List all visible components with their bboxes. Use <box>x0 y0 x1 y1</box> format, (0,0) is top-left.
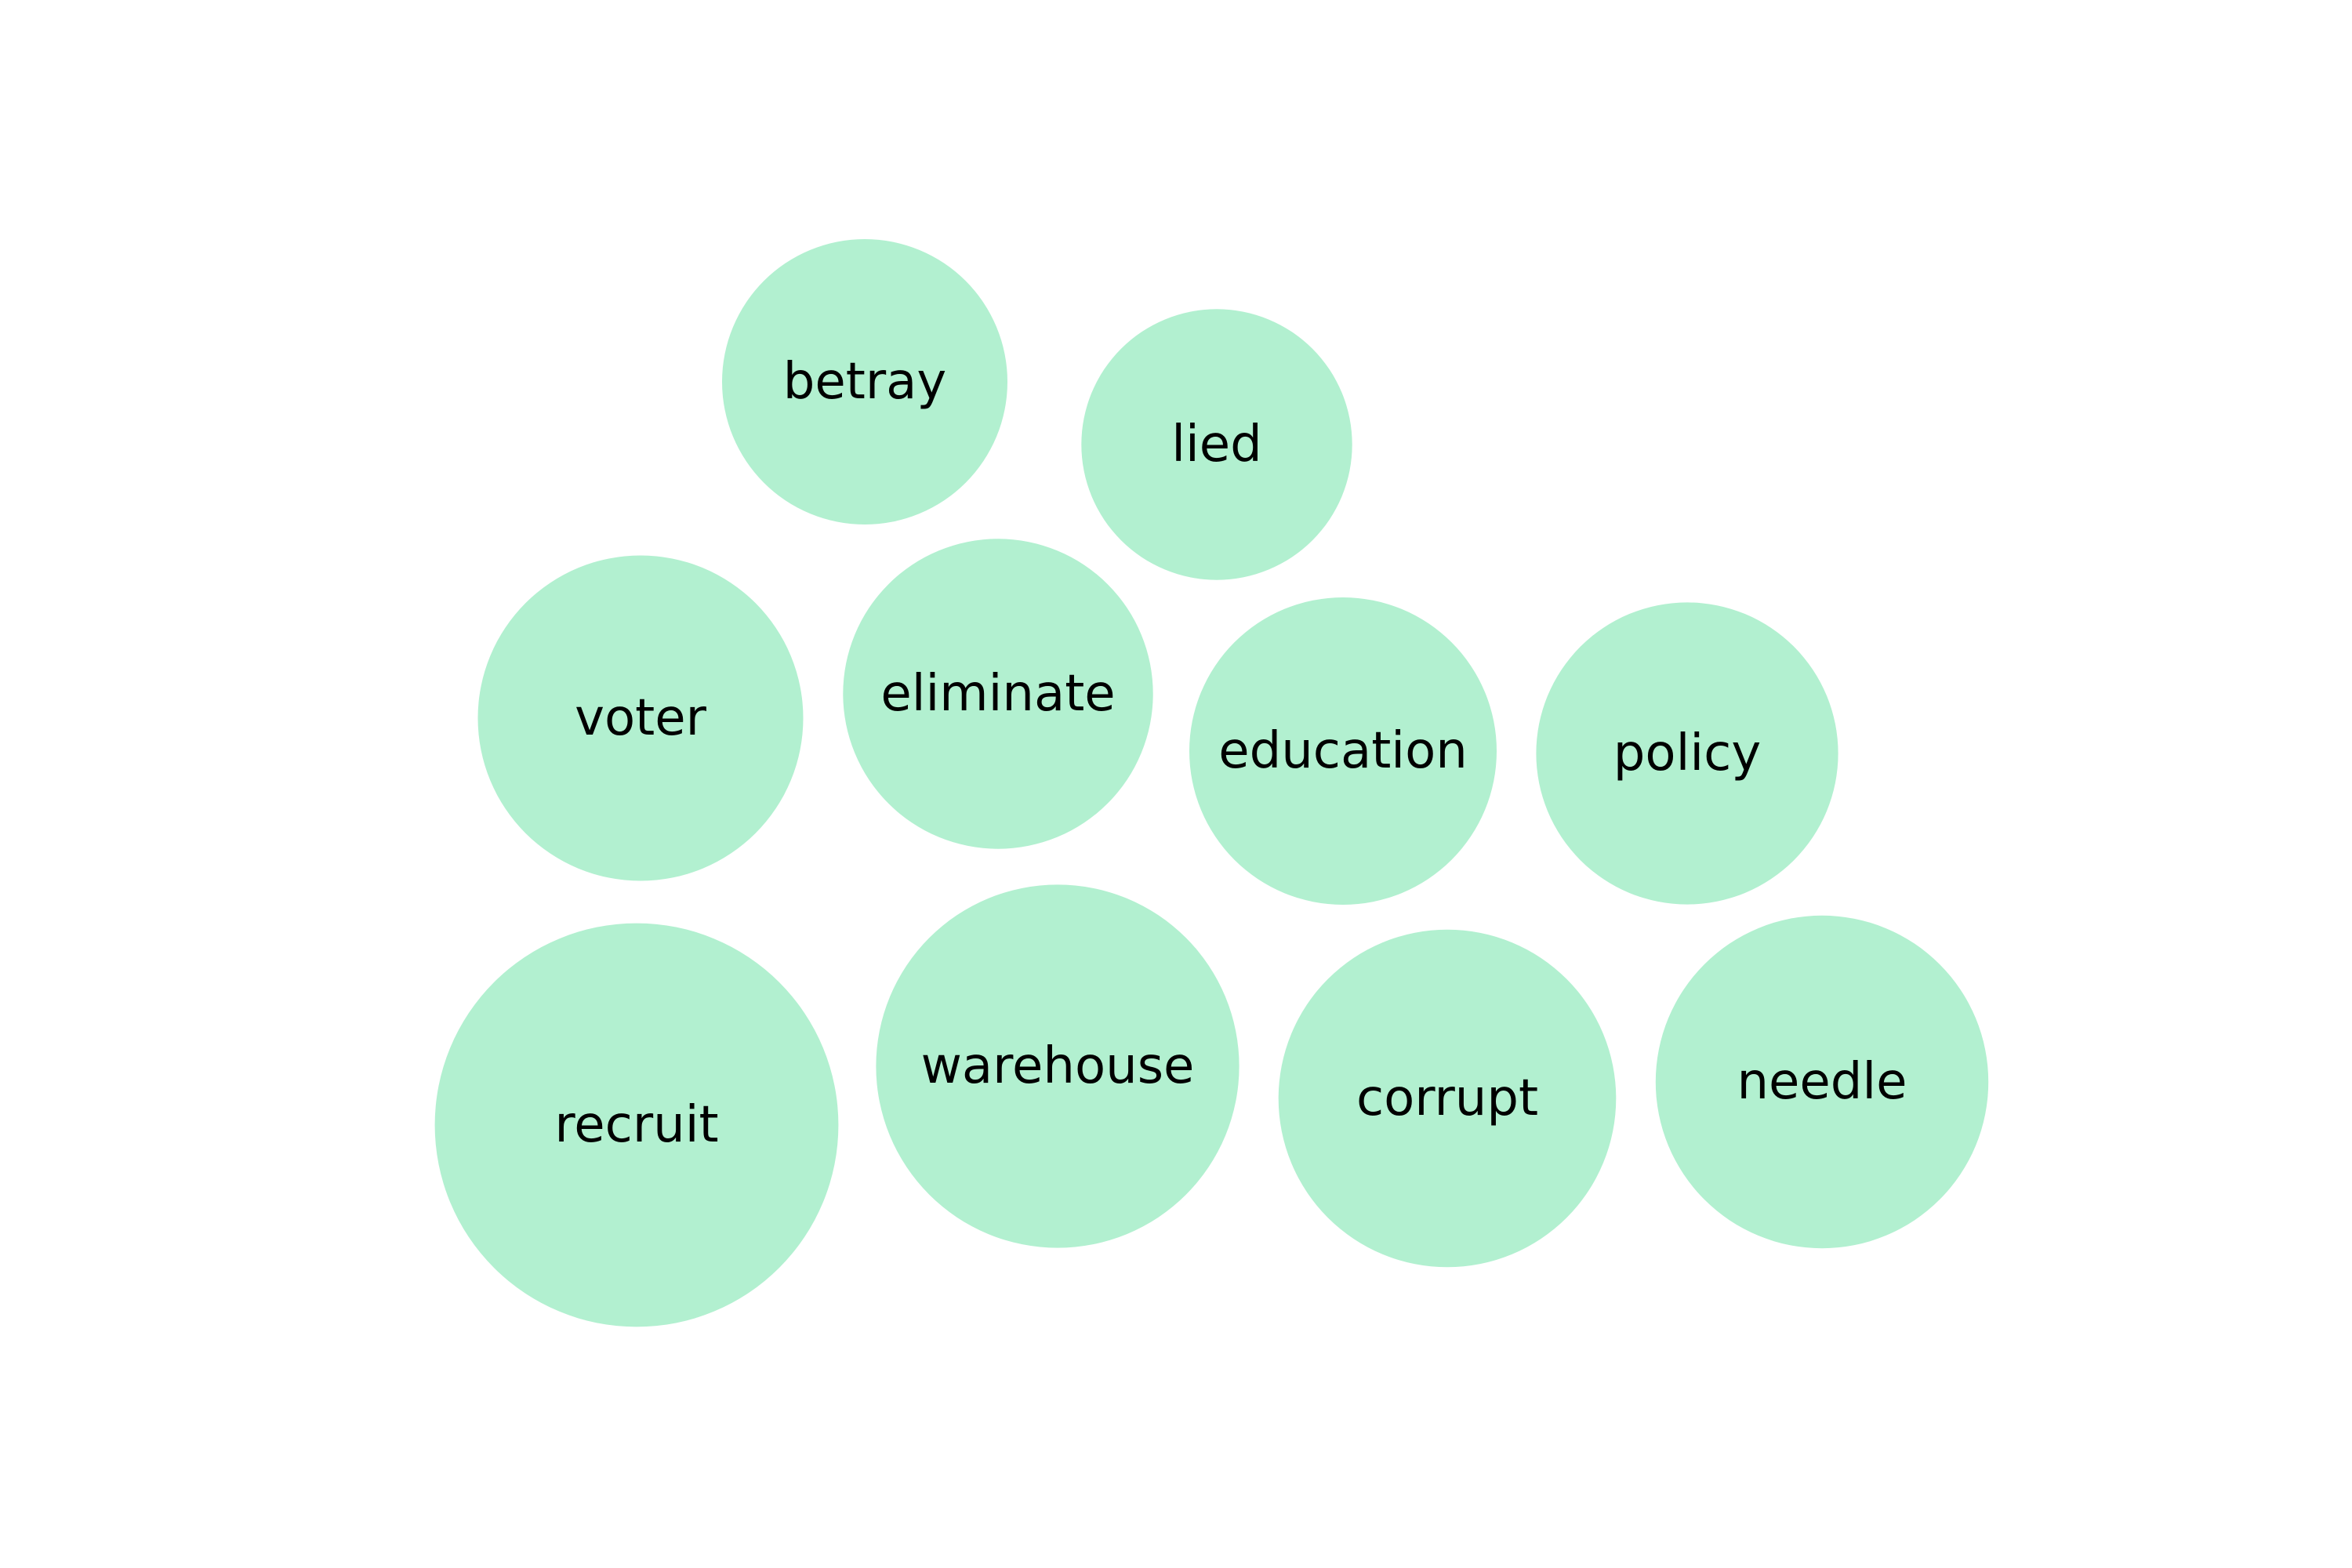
bubble-corrupt: corrupt <box>1278 929 1617 1268</box>
bubble-label-betray: betray <box>783 353 947 411</box>
bubble-label-needle: needle <box>1737 1053 1907 1111</box>
bubble-circle-recruit <box>434 923 839 1327</box>
bubble-circle-corrupt <box>1278 929 1617 1268</box>
bubble-policy: policy <box>1536 602 1838 905</box>
bubble-needle: needle <box>1655 915 1989 1249</box>
bubble-recruit: recruit <box>434 923 839 1327</box>
bubble-eliminate: eliminate <box>843 539 1153 849</box>
bubble-circle-needle <box>1655 915 1989 1249</box>
bubble-label-voter: voter <box>575 689 707 747</box>
bubble-label-warehouse: warehouse <box>921 1037 1195 1095</box>
bubble-lied: lied <box>1081 309 1352 580</box>
bubble-circle-eliminate <box>843 539 1153 849</box>
bubble-voter: voter <box>477 555 804 881</box>
bubble-circle-warehouse <box>876 884 1240 1248</box>
bubble-circle-education <box>1189 597 1497 905</box>
bubble-label-policy: policy <box>1613 724 1761 782</box>
bubble-label-education: education <box>1218 722 1468 780</box>
bubble-circle-lied <box>1081 309 1352 580</box>
bubble-label-lied: lied <box>1171 416 1262 474</box>
bubble-education: education <box>1189 597 1497 905</box>
bubble-circle-policy <box>1536 602 1838 905</box>
bubbles-group: betray lied voter eliminate education policy r… <box>434 239 1989 1327</box>
bubble-label-recruit: recruit <box>554 1096 718 1154</box>
bubble-warehouse: warehouse <box>876 884 1240 1248</box>
bubble-label-eliminate: eliminate <box>880 665 1115 723</box>
bubble-betray: betray <box>722 239 1007 524</box>
bubble-circle-betray <box>722 239 1007 524</box>
bubble-label-corrupt: corrupt <box>1356 1069 1538 1127</box>
bubble-circle-voter <box>477 555 804 881</box>
